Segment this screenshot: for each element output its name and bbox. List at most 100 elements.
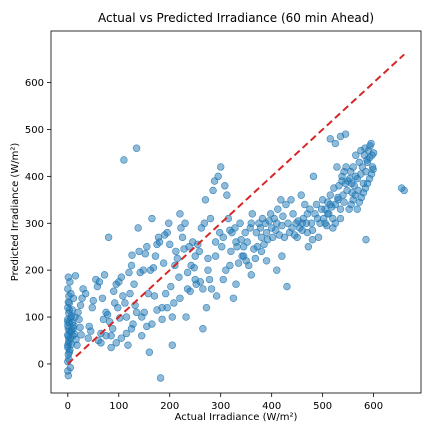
data-point: [326, 135, 334, 143]
data-point: [226, 261, 234, 270]
data-point: [232, 280, 240, 288]
data-point: [98, 294, 107, 302]
data-point: [334, 196, 342, 204]
data-point: [109, 287, 118, 295]
data-point: [76, 301, 85, 310]
data-point: [289, 210, 297, 218]
data-point: [143, 243, 151, 251]
data-point: [168, 341, 176, 349]
data-point: [304, 243, 313, 251]
data-point: [257, 247, 266, 256]
data-point: [66, 363, 75, 372]
data-point: [120, 156, 128, 164]
data-point: [158, 315, 166, 324]
data-point: [340, 198, 348, 206]
y-tick-label: 600: [25, 78, 44, 89]
data-point: [74, 308, 82, 317]
y-tick-label: 300: [25, 219, 44, 230]
data-point: [139, 266, 147, 274]
data-point: [239, 252, 248, 260]
data-point: [89, 296, 98, 305]
axes-frame: [50, 30, 422, 394]
data-point: [248, 210, 257, 218]
data-point: [132, 308, 141, 317]
x-tick-label: 300: [211, 401, 230, 412]
data-point: [138, 332, 146, 340]
data-point: [64, 298, 73, 306]
data-point: [75, 315, 83, 324]
y-tick-label: 0: [38, 359, 44, 370]
data-point: [103, 310, 112, 319]
x-tick-label: 500: [313, 401, 332, 412]
data-point: [153, 306, 161, 314]
data-point: [170, 299, 178, 307]
data-point: [336, 132, 345, 141]
data-point: [277, 196, 285, 204]
data-point: [114, 303, 122, 312]
data-point: [253, 243, 262, 251]
data-point: [177, 224, 185, 232]
data-point: [117, 273, 126, 281]
data-point: [108, 325, 117, 333]
data-point: [81, 289, 90, 298]
data-point: [95, 278, 104, 286]
data-point: [262, 228, 271, 237]
data-point: [117, 334, 126, 342]
data-point: [288, 224, 296, 232]
data-point: [347, 179, 356, 188]
data-point: [321, 219, 329, 227]
data-point: [339, 191, 347, 199]
data-point: [141, 250, 149, 258]
data-point: [202, 303, 211, 312]
y-tick-label: 100: [25, 313, 44, 324]
data-point: [219, 275, 227, 284]
data-point: [127, 325, 136, 333]
data-point: [132, 144, 141, 152]
data-point: [221, 182, 229, 190]
data-point: [256, 224, 265, 232]
x-axis-label: Actual Irradiance (W/m²): [175, 412, 298, 423]
data-point: [236, 219, 244, 227]
data-point: [163, 303, 171, 312]
data-point: [207, 285, 216, 293]
data-point: [107, 343, 115, 352]
data-point: [362, 235, 370, 244]
data-point: [284, 219, 292, 227]
data-point: [204, 266, 212, 274]
data-point: [293, 233, 301, 242]
data-point: [333, 163, 341, 171]
data-point: [173, 254, 182, 263]
data-point: [307, 219, 316, 227]
data-point: [135, 247, 143, 256]
data-point: [183, 285, 192, 293]
data-point: [274, 205, 282, 213]
data-point: [308, 235, 317, 244]
data-point: [125, 268, 133, 277]
data-point: [127, 261, 136, 270]
data-point: [151, 252, 160, 260]
data-point: [366, 142, 374, 150]
data-point: [324, 210, 332, 218]
data-point: [128, 251, 136, 259]
data-point: [209, 186, 217, 195]
data-point: [100, 271, 109, 279]
data-point: [342, 163, 350, 171]
data-point: [199, 285, 207, 293]
data-point: [65, 306, 74, 314]
data-point: [175, 273, 183, 281]
data-point: [369, 165, 377, 174]
reference-line: [67, 53, 405, 365]
x-axis: 0 100 200 300 400 500 600: [65, 393, 383, 412]
data-point: [331, 219, 340, 227]
data-point: [268, 233, 277, 242]
y-axis-label: Predicted Irradiance (W/m²): [10, 143, 21, 282]
data-point: [214, 172, 222, 181]
data-point: [218, 243, 226, 251]
data-point: [104, 233, 113, 242]
y-axis: 0 100 200 300 400 500 600: [25, 78, 51, 370]
data-point: [65, 348, 74, 356]
data-point: [199, 325, 207, 333]
data-point: [262, 257, 271, 265]
data-point: [241, 228, 249, 237]
data-point: [144, 289, 153, 298]
